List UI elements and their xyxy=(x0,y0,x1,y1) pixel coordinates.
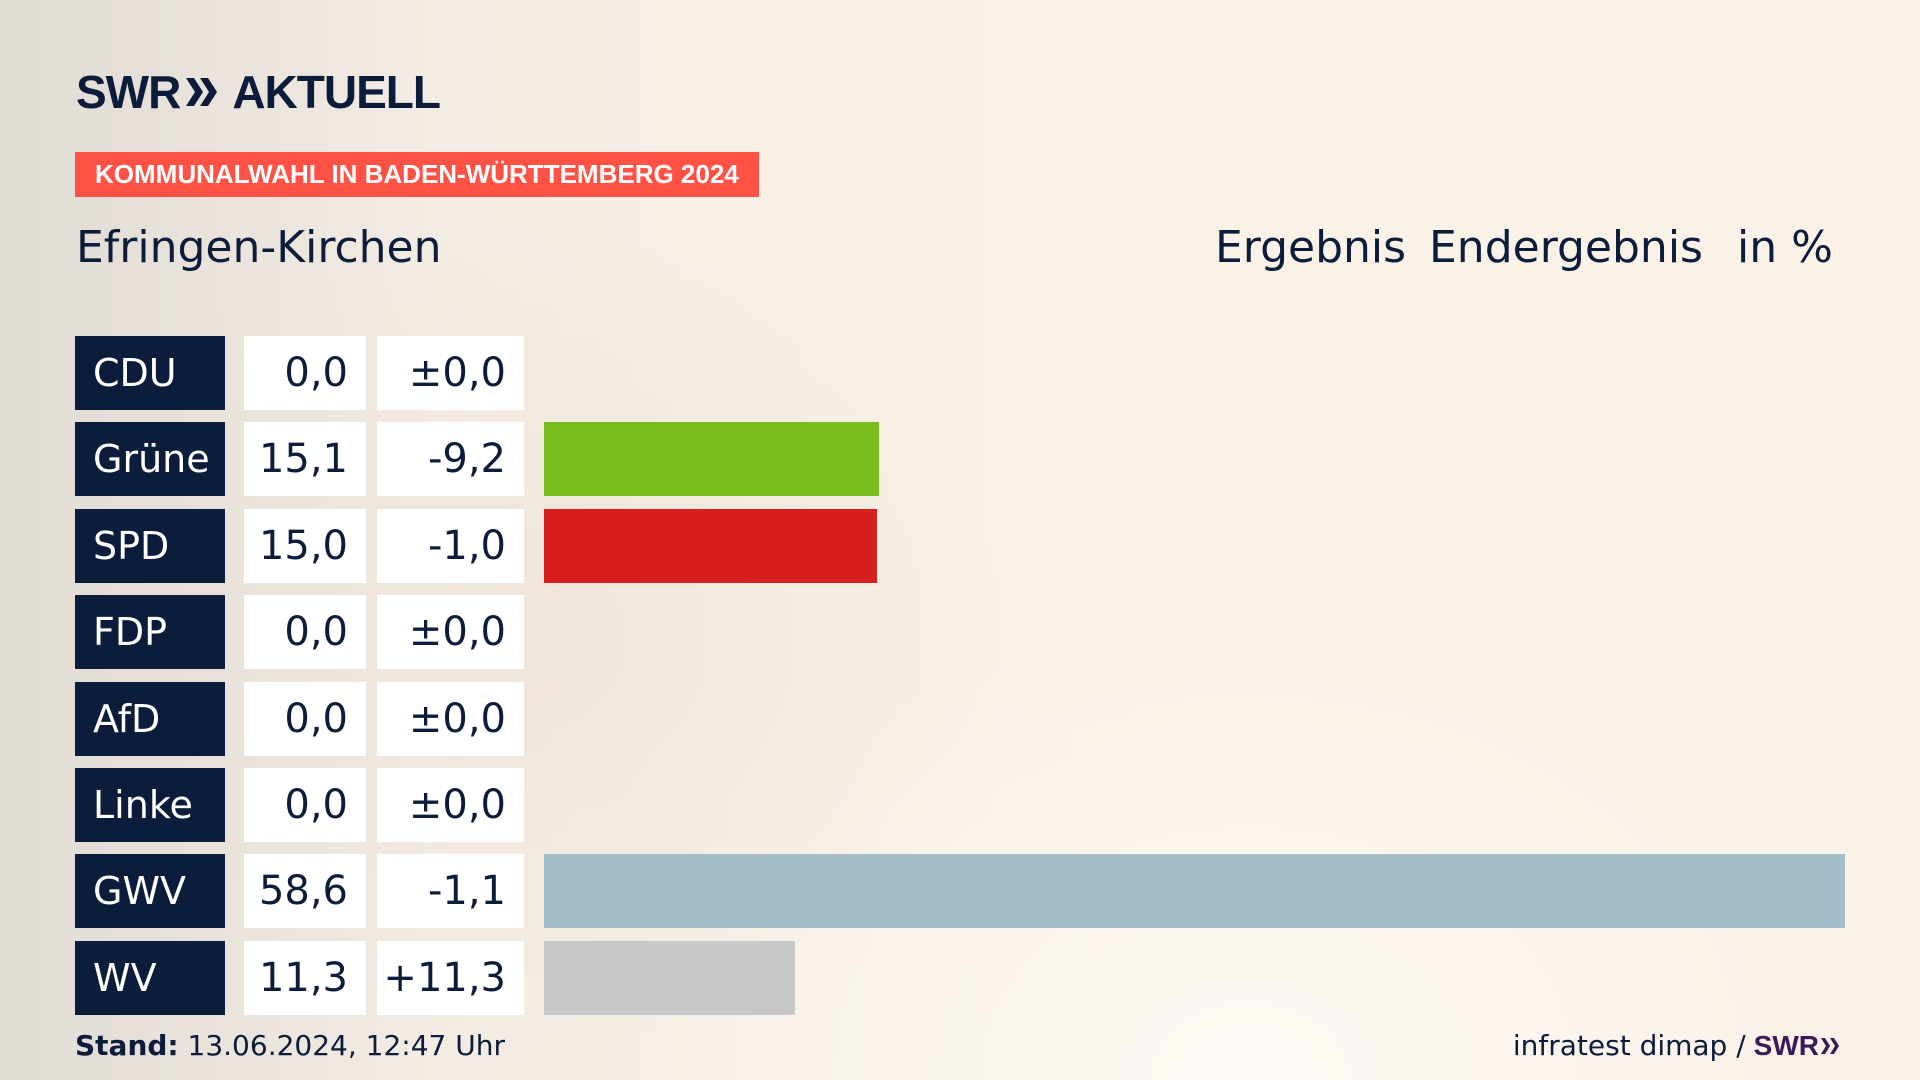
footer-stand: Stand: 13.06.2024, 12:47 Uhr xyxy=(75,1028,505,1064)
result-bar xyxy=(544,940,795,1015)
stand-label: Stand: xyxy=(75,1029,179,1062)
diff-label: -1,1 xyxy=(377,854,524,929)
stand-value: 13.06.2024, 12:47 Uhr xyxy=(187,1029,505,1062)
logo-aktuell-text: AKTUELL xyxy=(232,66,441,118)
header-result: Ergebnis xyxy=(1215,222,1407,273)
diff-label: ±0,0 xyxy=(377,336,524,410)
result-row: CDU 0,0 ±0,0 xyxy=(0,336,1920,410)
election-banner: KOMMUNALWAHL IN BADEN-WÜRTTEMBERG 2024 xyxy=(75,152,759,197)
header-unit: in % xyxy=(1737,222,1833,273)
party-label: AfD xyxy=(75,681,225,756)
value-label: 15,1 xyxy=(244,422,366,497)
result-bar xyxy=(544,854,1845,929)
party-label: GWV xyxy=(75,854,225,929)
double-chevron-right-icon xyxy=(186,78,218,106)
value-label: 0,0 xyxy=(244,336,366,410)
diff-label: -1,0 xyxy=(377,508,524,583)
small-double-chevron-right-icon xyxy=(1821,1038,1839,1054)
result-row: WV 11,3 +11,3 xyxy=(0,940,1920,1015)
logo-swr-text: SWR xyxy=(76,66,181,118)
result-row: GWV 58,6 -1,1 xyxy=(0,854,1920,929)
result-row: Linke 0,0 ±0,0 xyxy=(0,768,1920,842)
swr-aktuell-logo: SWR AKTUELL xyxy=(76,66,441,118)
result-row: FDP 0,0 ±0,0 xyxy=(0,595,1920,670)
result-row: AfD 0,0 ±0,0 xyxy=(0,681,1920,756)
location-title: Efringen-Kirchen xyxy=(76,222,442,273)
diff-label: ±0,0 xyxy=(377,595,524,670)
footer-source: infratest dimap / SWR xyxy=(1513,1028,1842,1064)
party-label: CDU xyxy=(75,336,225,410)
result-bar xyxy=(544,422,880,497)
party-label: FDP xyxy=(75,595,225,670)
diff-label: ±0,0 xyxy=(377,681,524,756)
value-label: 0,0 xyxy=(244,595,366,670)
source-text: infratest dimap / xyxy=(1512,1029,1746,1062)
value-label: 0,0 xyxy=(244,768,366,842)
party-label: SPD xyxy=(75,508,225,583)
result-row: Grüne 15,1 -9,2 xyxy=(0,422,1920,497)
swr-small-logo-text: SWR xyxy=(1753,1030,1819,1061)
value-label: 0,0 xyxy=(244,681,366,756)
party-label: Grüne xyxy=(75,422,225,497)
diff-label: +11,3 xyxy=(377,940,524,1015)
diff-label: -9,2 xyxy=(377,422,524,497)
result-bar xyxy=(544,508,878,583)
swr-small-logo: SWR xyxy=(1754,1028,1842,1064)
party-label: WV xyxy=(75,940,225,1015)
value-label: 11,3 xyxy=(244,940,366,1015)
header-status: Endergebnis xyxy=(1429,222,1703,273)
result-row: SPD 15,0 -1,0 xyxy=(0,508,1920,583)
diff-label: ±0,0 xyxy=(377,768,524,842)
value-label: 58,6 xyxy=(244,854,366,929)
value-label: 15,0 xyxy=(244,508,366,583)
party-label: Linke xyxy=(75,768,225,842)
